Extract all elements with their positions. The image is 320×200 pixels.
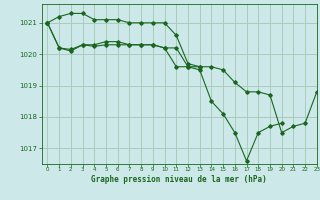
X-axis label: Graphe pression niveau de la mer (hPa): Graphe pression niveau de la mer (hPa) — [91, 175, 267, 184]
